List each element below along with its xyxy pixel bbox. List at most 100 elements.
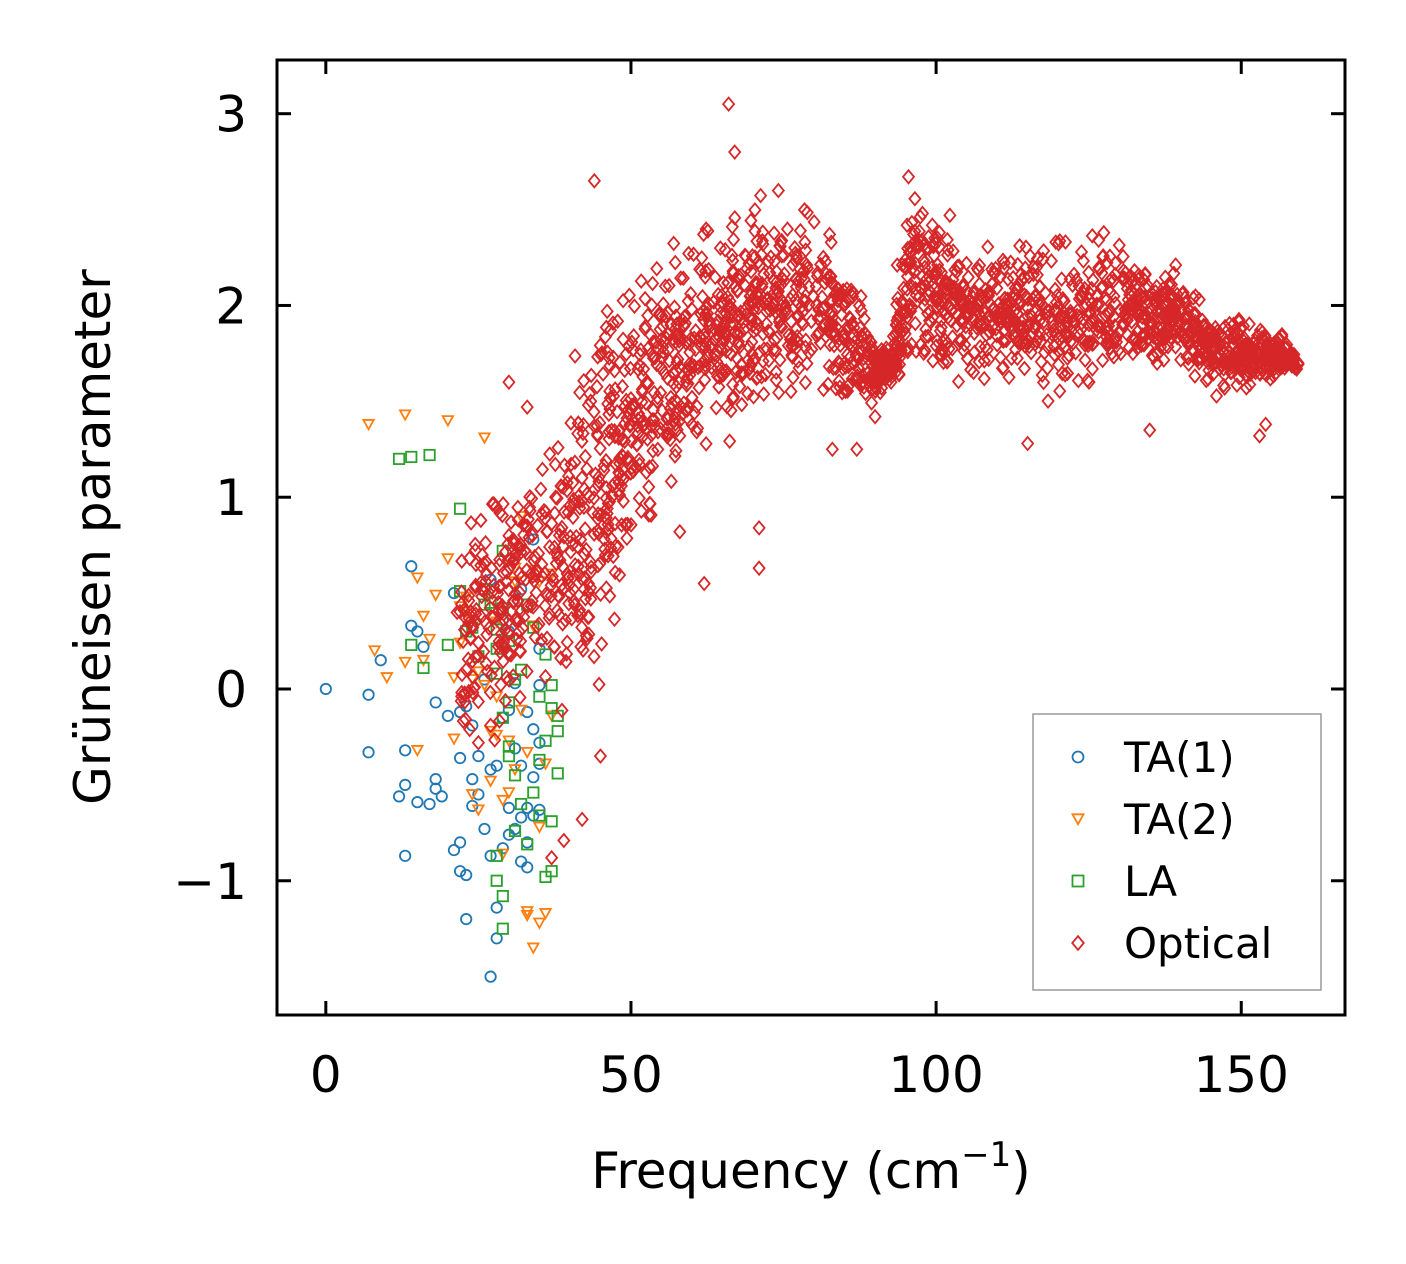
data-point [496,922,509,935]
data-point [543,446,557,462]
data-point [901,168,916,185]
legend-item: Optical [1071,919,1272,968]
data-point [605,422,619,439]
data-point [750,233,764,250]
data-point [1112,237,1126,254]
data-point [713,321,727,338]
data-point [868,363,882,379]
data-point [822,226,837,243]
data-point [592,676,606,693]
data-point [1074,287,1088,303]
data-point [1036,242,1051,259]
data-point [944,312,958,329]
data-point [557,832,571,849]
data-point [655,308,669,325]
data-point [702,261,716,278]
data-point [929,293,944,310]
data-point [557,457,572,474]
data-point [1035,296,1049,313]
data-point [1047,338,1061,355]
data-point [416,610,431,623]
data-point [590,417,604,434]
data-point [1155,326,1169,343]
data-point [1018,337,1032,354]
data-point [619,346,633,362]
data-point [780,221,795,238]
data-point [561,570,575,587]
data-point [800,355,814,372]
data-point [566,474,580,491]
data-point [576,642,590,658]
data-point [658,278,673,295]
data-point [588,481,602,498]
data-point [592,469,606,485]
data-point [892,332,906,349]
data-point [482,620,496,637]
data-point [593,337,607,354]
data-point [635,394,649,410]
data-point [1108,266,1122,283]
data-point [638,290,652,307]
data-point [710,368,725,385]
data-point [545,679,558,692]
data-point [690,420,705,437]
data-point [721,274,735,291]
data-point [490,874,503,887]
data-point [961,269,975,286]
data-point [477,643,491,660]
y-tick-label: 3 [215,86,247,144]
data-point [755,232,769,249]
series-ta-1- [319,533,546,983]
data-point [658,308,673,325]
data-point [1064,306,1078,322]
data-point [1195,328,1210,345]
data-point [498,622,512,638]
data-point [1018,330,1033,347]
legend-box [1032,713,1322,991]
data-point [664,317,678,334]
data-point [1107,288,1121,305]
data-point [616,331,630,348]
data-point [645,411,660,428]
data-point [667,235,681,252]
data-point [697,575,711,592]
data-point [1252,427,1267,444]
data-point [1078,352,1092,369]
data-point [733,378,747,395]
data-point [726,315,740,332]
data-point [1011,256,1025,273]
data-point [513,689,527,706]
data-point [752,560,766,577]
data-point [727,325,742,341]
data-point [513,633,528,650]
data-point [668,448,682,464]
data-point [1011,334,1026,351]
data-point [576,417,591,433]
data-point [606,388,621,404]
data-point [575,433,589,450]
data-point [526,599,540,615]
data-point [576,425,590,442]
data-point [428,589,443,602]
data-point [853,320,867,336]
data-point [650,393,664,410]
data-point [809,297,823,313]
data-point [625,397,639,414]
data-point [1149,292,1163,309]
data-point [552,588,566,605]
data-point [790,328,804,345]
data-point [488,732,502,748]
data-point [544,710,559,723]
data-point [630,436,644,453]
data-point [842,320,856,336]
data-point [709,399,723,416]
data-point [713,240,728,256]
data-point [550,490,564,507]
data-point [631,425,645,442]
data-point [1091,297,1105,314]
data-point [1044,253,1059,269]
data-point [789,252,803,269]
data-point [616,471,630,488]
data-point [842,377,856,394]
legend-marker [1070,813,1086,827]
